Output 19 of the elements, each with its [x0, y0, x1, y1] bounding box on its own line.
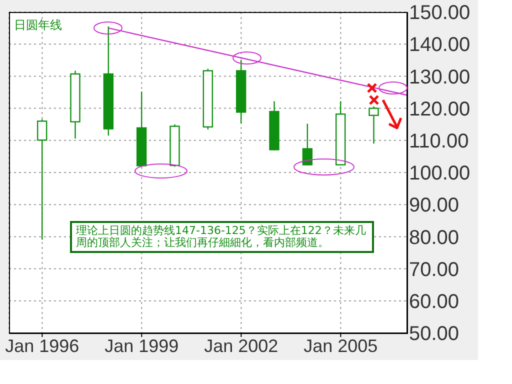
- candlestick: [302, 123, 313, 166]
- y-tick-label: 50.00: [409, 323, 460, 346]
- y-tick-label: 80.00: [409, 226, 460, 249]
- y-tick-label: 90.00: [409, 194, 460, 217]
- annotation: 理论上日圆的趋势线147-136-125？实际上在122？未来几周的顶部人关注；让我们再仔細細化，看内部频道。: [70, 221, 374, 253]
- y-tick-label: 120.00: [409, 98, 470, 120]
- x-tick-label: Jan 2002: [204, 336, 278, 356]
- x-tick-label: Jan 1999: [104, 336, 179, 356]
- x-tick-label: Jan 2005: [304, 336, 378, 356]
- x-tick-label: Jan 1996: [5, 336, 80, 356]
- y-tick-label: 150.00: [409, 2, 470, 24]
- y-tick-label: 70.00: [409, 258, 460, 281]
- y-tick-label: 140.00: [409, 34, 470, 56]
- y-tick-label: 130.00: [409, 66, 470, 88]
- candlestick: [368, 106, 379, 144]
- y-tick-label: 100.00: [409, 162, 470, 185]
- y-tick-label: 110.00: [409, 130, 469, 152]
- text: 日圆年线: [14, 17, 62, 34]
- y-tick-label: 60.00: [409, 291, 460, 313]
